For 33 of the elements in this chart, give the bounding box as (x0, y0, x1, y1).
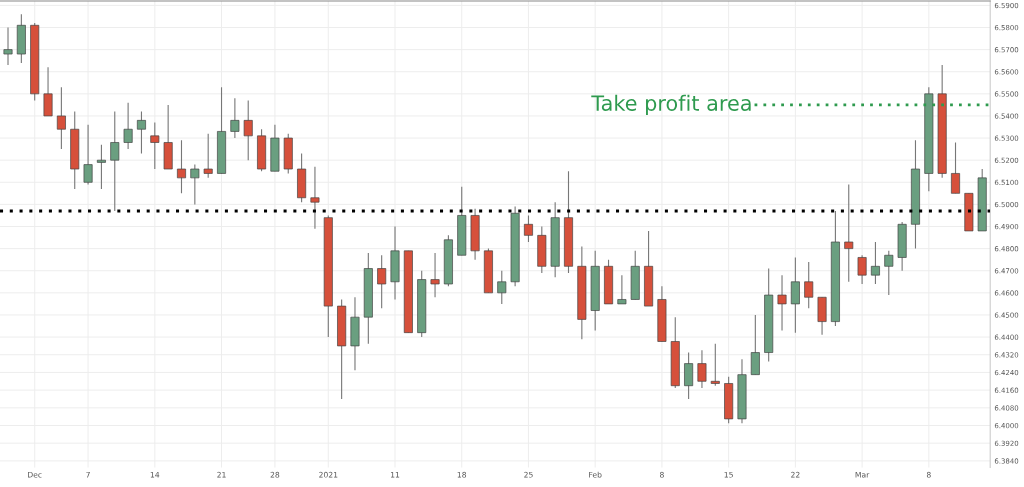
candlestick (310, 166, 320, 230)
candlestick (230, 97, 240, 139)
candlestick (684, 351, 694, 400)
candlestick (497, 270, 507, 305)
candlestick (777, 274, 787, 331)
candlestick (56, 86, 66, 150)
candlestick (43, 66, 53, 117)
candlestick (83, 124, 93, 186)
candlestick (190, 164, 200, 205)
candlestick (3, 26, 13, 66)
candlestick (884, 250, 894, 296)
candlestick (951, 141, 960, 194)
candlestick (177, 139, 186, 194)
candlestick (857, 254, 867, 285)
candlestick (123, 102, 133, 150)
candlestick (844, 183, 854, 283)
candlestick (136, 110, 146, 155)
candlestick (804, 261, 814, 309)
candlestick (697, 349, 707, 389)
candlestick (790, 256, 800, 334)
candlestick (710, 343, 720, 387)
candlestick (203, 133, 213, 179)
candlestick (243, 99, 253, 161)
candlestick (110, 110, 120, 212)
candlestick (377, 254, 387, 309)
candlestick (617, 274, 627, 305)
ref-line-label: Take profit area (591, 94, 751, 115)
candlestick (150, 122, 160, 170)
candlestick (430, 252, 440, 298)
candlestick (870, 241, 880, 285)
candlestick (96, 144, 106, 190)
candlestick (750, 314, 760, 376)
candlestick (523, 214, 533, 243)
